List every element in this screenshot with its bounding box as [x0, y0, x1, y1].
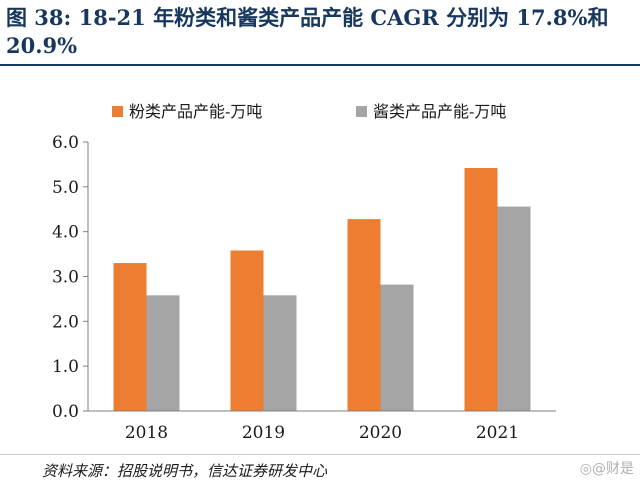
- legend-label-0: 粉类产品产能-万吨: [129, 102, 262, 121]
- x-tick-label: 2020: [359, 423, 402, 443]
- chart-bars: [113, 168, 531, 411]
- x-tick-label: 2021: [476, 423, 519, 443]
- legend-label-1: 酱类产品产能-万吨: [373, 102, 506, 121]
- y-tick-label: 0.0: [52, 402, 79, 422]
- watermark-text: ◎@财是: [579, 461, 634, 477]
- legend-swatch-0: [112, 106, 123, 117]
- bar-2018-series-1: [146, 295, 180, 411]
- y-tick-label: 2.0: [52, 312, 79, 332]
- x-tick-label: 2019: [242, 423, 285, 443]
- x-tick-label: 2018: [125, 423, 168, 443]
- bar-2021-series-1: [497, 206, 531, 411]
- bar-2019-series-1: [263, 295, 297, 411]
- footer-divider: [0, 454, 640, 455]
- bar-2018-series-0: [113, 263, 147, 411]
- bar-2020-series-0: [347, 219, 381, 411]
- chart-legend: 粉类产品产能-万吨 酱类产品产能-万吨: [112, 102, 506, 121]
- figure-title: 图 38: 18-21 年粉类和酱类产品产能 CAGR 分别为 17.8%和 2…: [6, 5, 609, 58]
- bar-2020-series-1: [380, 284, 414, 411]
- x-axis: 2018 2019 2020 2021: [88, 410, 556, 443]
- y-tick-label: 3.0: [52, 268, 79, 288]
- bar-2019-series-0: [230, 250, 264, 411]
- title-divider: [0, 64, 640, 66]
- y-axis: 0.0 1.0 2.0 3.0 4.0 5.0 6.0: [52, 133, 89, 422]
- bar-chart: 粉类产品产能-万吨 酱类产品产能-万吨 0.0 1.0 2.0 3.0 4.0 5.0 6.0…: [52, 102, 556, 443]
- y-tick-label: 1.0: [52, 357, 79, 377]
- y-tick-label: 5.0: [52, 178, 79, 198]
- legend-swatch-1: [356, 106, 367, 117]
- y-tick-label: 6.0: [52, 133, 79, 153]
- bar-2021-series-0: [464, 168, 498, 411]
- y-tick-label: 4.0: [52, 223, 79, 243]
- source-note: 资料来源：招股说明书，信达证券研发中心: [42, 462, 328, 480]
